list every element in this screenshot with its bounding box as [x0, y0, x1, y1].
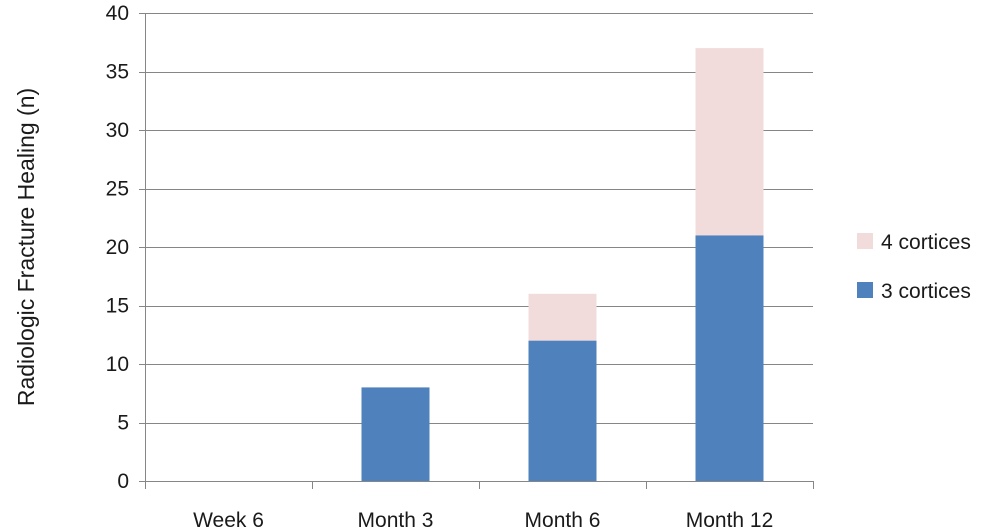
y-tick-label: 5 — [117, 412, 129, 435]
y-tick-label: 35 — [106, 61, 129, 84]
bar-3-cortices-month-3 — [361, 387, 430, 481]
legend-swatch-4-cortices — [857, 233, 873, 249]
y-tick-label: 30 — [106, 119, 129, 142]
y-tick-label: 20 — [106, 236, 129, 259]
legend-label-4-cortices: 4 cortices — [881, 231, 971, 254]
legend-label-3-cortices: 3 cortices — [881, 280, 971, 303]
gridlines — [145, 13, 813, 424]
y-tick-label: 40 — [106, 2, 129, 25]
x-tick-label: Week 6 — [193, 509, 264, 529]
bars — [361, 48, 764, 481]
x-tick-label: Month 12 — [686, 509, 774, 529]
y-tick-label: 15 — [106, 295, 129, 318]
bar-4-cortices-month-12 — [695, 48, 764, 236]
axes — [139, 13, 814, 489]
y-tick-labels: 0 5 10 15 20 25 30 35 40 — [106, 2, 129, 493]
y-tick-label: 10 — [106, 353, 129, 376]
y-tick-label: 0 — [117, 470, 129, 493]
bar-3-cortices-month-6 — [528, 340, 597, 481]
bar-3-cortices-month-12 — [695, 235, 764, 481]
legend-swatch-3-cortices — [857, 282, 873, 298]
x-tick-label: Month 3 — [358, 509, 434, 529]
bar-4-cortices-month-6 — [528, 293, 597, 341]
x-tick-label: Month 6 — [525, 509, 601, 529]
y-axis-title: Radiologic Fracture Healing (n) — [13, 88, 39, 406]
y-tick-label: 25 — [106, 178, 129, 201]
x-tick-labels: Week 6 Month 3 Month 6 Month 12 — [193, 509, 773, 529]
legend: 4 cortices 3 cortices — [857, 231, 971, 303]
